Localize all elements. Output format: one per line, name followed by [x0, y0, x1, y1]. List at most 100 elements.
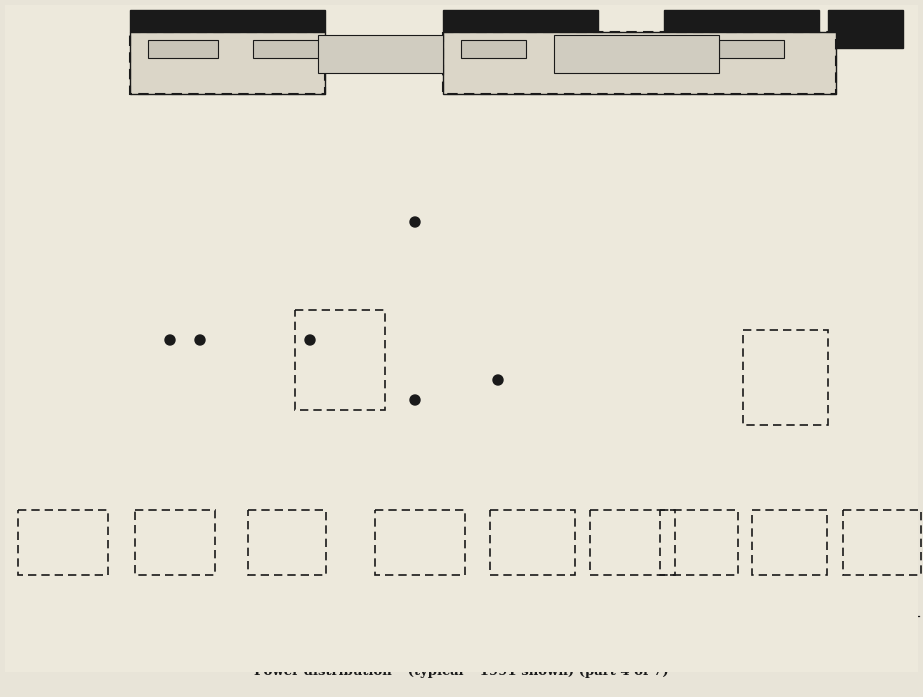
- Text: LEFT: LEFT: [522, 585, 543, 594]
- Text: 30A c.b.: 30A c.b.: [256, 54, 290, 63]
- Text: C502: C502: [418, 473, 443, 482]
- Text: DG: DG: [555, 411, 569, 420]
- Text: LB/BK: LB/BK: [380, 181, 406, 190]
- Text: SWITCH: SWITCH: [515, 618, 550, 627]
- Bar: [461, 40, 526, 58]
- Text: RIGHT: RIGHT: [326, 346, 354, 355]
- Text: 6A c.b.: 6A c.b.: [157, 54, 186, 63]
- Text: ASSEMBLY: ASSEMBLY: [766, 596, 812, 605]
- Text: RIGHT: RIGHT: [618, 585, 646, 594]
- Text: LUMBAR: LUMBAR: [514, 607, 551, 616]
- Text: 400: 400: [276, 291, 293, 300]
- Bar: [295, 310, 385, 410]
- Text: 196: 196: [765, 305, 782, 314]
- Text: S301: S301: [431, 372, 456, 381]
- Text: 12: 12: [467, 44, 479, 54]
- Text: 12: 12: [725, 44, 737, 54]
- Text: PANEL: PANEL: [845, 29, 881, 39]
- Text: C309: C309: [500, 475, 525, 484]
- Bar: [743, 330, 828, 425]
- Text: SWITCH: SWITCH: [865, 607, 900, 616]
- Text: C114: C114: [298, 273, 323, 282]
- Text: C302: C302: [500, 436, 525, 445]
- Text: LB/BK: LB/BK: [255, 141, 282, 149]
- Text: MASTER: MASTER: [402, 585, 438, 594]
- Text: DG: DG: [555, 450, 569, 459]
- Bar: [664, 10, 819, 32]
- Circle shape: [165, 335, 175, 345]
- Text: 299: 299: [534, 411, 552, 420]
- Text: DG: DG: [463, 310, 477, 319]
- Text: 63: 63: [259, 425, 271, 434]
- Bar: [554, 35, 719, 73]
- Text: FUSE: FUSE: [849, 17, 877, 27]
- Text: 63: 63: [147, 425, 158, 434]
- Bar: [130, 32, 325, 94]
- Bar: [590, 510, 675, 575]
- Text: 400: 400: [234, 141, 252, 149]
- Text: S111: S111: [420, 213, 445, 222]
- Text: 400: 400: [360, 116, 377, 125]
- Bar: [375, 510, 465, 575]
- Bar: [828, 10, 903, 48]
- Text: C105: C105: [82, 401, 107, 410]
- Text: WITHOUT POWER: WITHOUT POWER: [597, 43, 676, 52]
- Bar: [130, 32, 325, 94]
- Text: C294: C294: [183, 484, 209, 493]
- Text: C303: C303: [592, 436, 617, 445]
- Bar: [490, 510, 575, 575]
- Text: ASHTRAY: ASHTRAY: [769, 585, 809, 594]
- Bar: [130, 10, 325, 32]
- Text: 196: 196: [646, 266, 663, 275]
- Text: 299: 299: [443, 310, 460, 319]
- Bar: [443, 10, 598, 32]
- Text: ASSEMBLY: ASSEMBLY: [761, 376, 809, 385]
- Text: R: R: [67, 365, 73, 374]
- Text: DG: DG: [505, 335, 519, 344]
- Circle shape: [195, 335, 205, 345]
- Text: C210: C210: [500, 181, 525, 190]
- Text: C268: C268: [866, 480, 892, 489]
- Text: DB/O: DB/O: [785, 371, 808, 379]
- Text: Power distribution – (typical – 1991 shown) (part 4 of 7): Power distribution – (typical – 1991 sho…: [254, 666, 669, 678]
- Text: SWITCH: SWITCH: [270, 607, 305, 616]
- Text: HOT AT ALL TIMES: HOT AT ALL TIMES: [466, 17, 574, 27]
- Text: C105: C105: [418, 151, 443, 160]
- Text: 400: 400: [360, 181, 377, 190]
- Text: 63: 63: [52, 436, 63, 445]
- Bar: [752, 510, 827, 575]
- Text: S207: S207: [175, 330, 200, 339]
- Text: LB/BK: LB/BK: [380, 116, 406, 125]
- Text: 299: 299: [443, 411, 460, 420]
- Text: DG: DG: [463, 105, 477, 114]
- Text: R: R: [162, 425, 168, 434]
- Text: DB/O: DB/O: [666, 266, 689, 275]
- Text: LB/BK: LB/BK: [305, 425, 331, 434]
- Text: 299: 299: [485, 335, 502, 344]
- Text: C268: C268: [660, 480, 686, 489]
- Text: C115: C115: [418, 335, 443, 344]
- Bar: [253, 40, 323, 58]
- Bar: [18, 510, 108, 575]
- Circle shape: [493, 375, 503, 385]
- Text: CONTROL: CONTROL: [398, 607, 442, 616]
- Text: SWITCH: SWITCH: [681, 607, 716, 616]
- Circle shape: [410, 395, 420, 405]
- Text: POWER: POWER: [616, 596, 649, 605]
- Text: MULTI-: MULTI-: [272, 585, 302, 594]
- Text: FUNCTION: FUNCTION: [264, 596, 310, 605]
- Text: R: R: [275, 425, 282, 434]
- Text: 196: 196: [851, 266, 868, 275]
- Text: SWITCH: SWITCH: [322, 390, 357, 399]
- Text: LB/BK: LB/BK: [380, 360, 406, 369]
- Text: 299: 299: [534, 450, 552, 459]
- Text: DB/O: DB/O: [785, 305, 808, 314]
- Text: DB/O: DB/O: [871, 266, 894, 275]
- Text: LUMBAR: LUMBAR: [614, 607, 651, 616]
- Text: CONVENIENCE GROUP: CONVENIENCE GROUP: [586, 54, 686, 63]
- Text: WINDOW: WINDOW: [400, 596, 440, 605]
- Text: LB/BK: LB/BK: [296, 250, 322, 259]
- Text: CONVENIENCE GROUP: CONVENIENCE GROUP: [330, 54, 430, 63]
- Text: 14: 14: [259, 44, 271, 54]
- Text: MULTI-: MULTI-: [868, 585, 896, 594]
